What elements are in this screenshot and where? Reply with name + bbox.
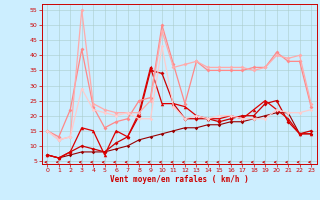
X-axis label: Vent moyen/en rafales ( km/h ): Vent moyen/en rafales ( km/h )	[110, 175, 249, 184]
